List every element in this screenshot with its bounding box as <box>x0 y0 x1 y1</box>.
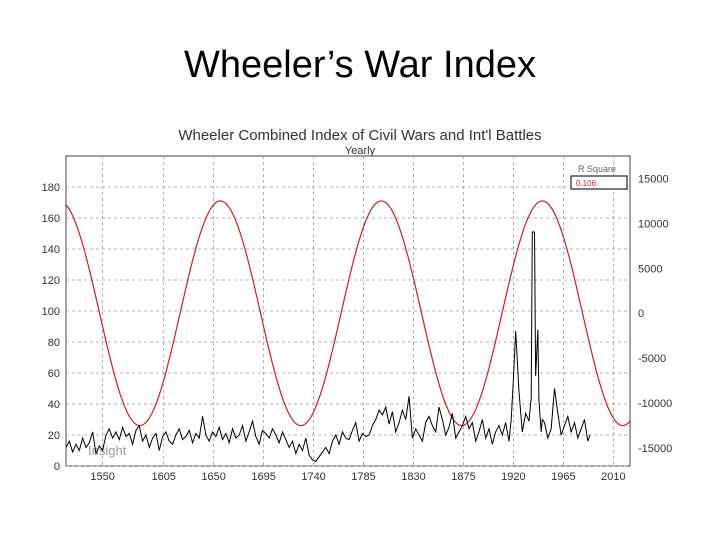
x-tick-label: 1875 <box>451 471 475 483</box>
y-left-tick-label: 100 <box>42 306 60 318</box>
chart-subtitle: Yearly <box>345 145 376 157</box>
r-square-value: 0.106 <box>576 179 597 188</box>
y-right-tick-label: 0 <box>638 308 644 320</box>
y-left-tick-label: 60 <box>48 368 60 380</box>
x-tick-label: 1920 <box>501 471 525 483</box>
watermark: Insight <box>88 443 127 458</box>
y-right-tick-label: -10000 <box>638 398 672 410</box>
x-tick-label: 1605 <box>151 471 175 483</box>
x-tick-label: 2010 <box>601 471 625 483</box>
y-left-tick-label: 180 <box>42 182 60 194</box>
y-left-tick-label: 120 <box>42 275 60 287</box>
r-square-box: R Square 0.106 <box>570 164 628 190</box>
series <box>65 200 631 462</box>
y-left-tick-label: 20 <box>48 430 60 442</box>
x-tick-label: 1830 <box>401 471 425 483</box>
y-right-tick-label: 5000 <box>638 263 662 275</box>
x-tick-label: 1550 <box>90 471 114 483</box>
x-tick-label: 1695 <box>251 471 275 483</box>
x-tick-label: 1650 <box>201 471 225 483</box>
index-series-line <box>65 231 591 462</box>
r-square-label: R Square <box>578 164 616 174</box>
x-tick-label: 1785 <box>351 471 375 483</box>
y-left-tick-label: 80 <box>48 337 60 349</box>
y-left-tick-label: 40 <box>48 399 60 411</box>
y-left-tick-label: 0 <box>54 461 60 473</box>
chart-title: Wheeler Combined Index of Civil Wars and… <box>178 127 541 144</box>
y-right-tick-label: -5000 <box>638 353 666 365</box>
slide-title: Wheeler’s War Index <box>184 44 536 86</box>
y-left-tick-label: 140 <box>42 244 60 256</box>
r-square-value-box <box>570 175 628 190</box>
y-right-tick-label: 15000 <box>638 173 669 185</box>
axis-ticks: 1550 1605 1650 1695 1740 1785 1830 1875 1920 1965… <box>42 173 673 483</box>
cycle-series-line <box>65 200 631 427</box>
y-right-tick-label: -15000 <box>638 443 672 455</box>
y-right-tick-label: 10000 <box>638 218 669 230</box>
y-left-tick-label: 160 <box>42 213 60 225</box>
x-tick-label: 1740 <box>301 471 325 483</box>
x-tick-label: 1965 <box>551 471 575 483</box>
